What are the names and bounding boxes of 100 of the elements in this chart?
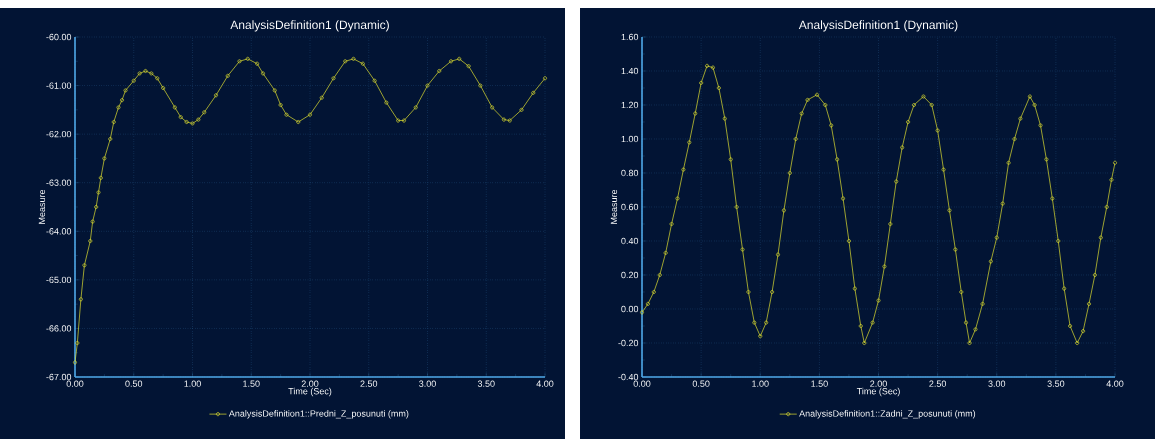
x-tick-label: 1.00 — [752, 380, 769, 387]
point — [102, 156, 107, 161]
legend-label: AnalysisDefinition1::Predni_Z_posunuti (mm) — [228, 410, 409, 419]
point — [137, 71, 142, 76]
y-tick-label: -0.40 — [618, 373, 639, 381]
x-tick-label: 2.50 — [929, 380, 947, 387]
y-tick-label: 1.00 — [621, 135, 639, 143]
x-axis-title: Time (Sec) — [856, 387, 900, 397]
point — [94, 205, 99, 209]
y-tick-label: -60.00 — [46, 33, 72, 41]
x-tick-label: 2.50 — [360, 380, 378, 387]
point — [466, 64, 471, 69]
point — [331, 76, 336, 81]
point — [384, 100, 389, 105]
point — [96, 190, 101, 195]
point — [278, 103, 283, 107]
point — [108, 137, 113, 141]
x-tick-label: 2.00 — [301, 380, 319, 387]
point — [178, 115, 183, 120]
x-tick-label: 0.50 — [125, 380, 143, 387]
x-tick-label: 3.00 — [419, 380, 436, 387]
point — [82, 263, 87, 268]
point — [457, 56, 462, 61]
point — [308, 112, 312, 117]
point — [75, 341, 80, 345]
point — [88, 239, 93, 243]
point — [143, 69, 148, 73]
point — [196, 117, 201, 122]
point — [98, 175, 103, 180]
point — [501, 117, 506, 122]
x-tick-label: 3.00 — [988, 380, 1006, 387]
point — [111, 120, 116, 124]
y-axis-title: Measure — [38, 189, 46, 224]
y-tick-label: 1.20 — [621, 101, 639, 109]
y-tick-label: 0.60 — [621, 203, 639, 211]
y-tick-label: 1.40 — [621, 67, 639, 75]
x-tick-label: 1.50 — [811, 380, 828, 387]
point — [413, 105, 418, 110]
x-tick-label: 4.00 — [536, 380, 554, 387]
point — [449, 59, 453, 64]
x-tick-label: 4.00 — [1106, 380, 1124, 387]
x-axis-title: Time (Sec) — [288, 387, 332, 397]
y-tick-label: 0.80 — [621, 169, 639, 177]
point — [284, 112, 289, 117]
y-tick-label: -62.00 — [46, 130, 72, 138]
point — [351, 56, 356, 61]
point — [372, 78, 377, 83]
point — [202, 110, 207, 115]
x-tick-label: 0.00 — [633, 380, 651, 387]
point — [478, 83, 483, 88]
legend-label: AnalysisDefinition1::Zadni_Z_posunuti (mm) — [799, 410, 976, 419]
y-tick-label: 0.00 — [621, 305, 639, 313]
point — [272, 88, 277, 93]
point — [190, 121, 195, 126]
x-tick-label: 2.00 — [870, 380, 887, 387]
y-tick-label: 0.40 — [621, 237, 639, 245]
y-tick-label: 1.60 — [621, 33, 639, 41]
y-tick-label: -64.00 — [46, 228, 72, 235]
x-tick-label: 1.50 — [243, 380, 260, 387]
point — [437, 69, 442, 73]
point — [296, 120, 301, 124]
point — [396, 118, 401, 123]
y-tick-label: 0.20 — [621, 271, 639, 279]
y-tick-label: -66.00 — [46, 325, 72, 332]
point — [507, 118, 512, 123]
x-tick-label: 0.00 — [66, 380, 84, 387]
point — [172, 105, 177, 110]
point — [261, 71, 265, 76]
point — [425, 83, 430, 88]
y-tick-label: -0.20 — [618, 339, 639, 347]
y-tick-label: -61.00 — [46, 82, 72, 89]
point — [519, 107, 524, 112]
chart-title: AnalysisDefinition1 (Dynamic) — [798, 20, 958, 32]
point — [155, 76, 160, 81]
point — [161, 86, 166, 90]
point — [78, 297, 83, 302]
point — [120, 98, 124, 103]
point — [402, 118, 406, 123]
point — [149, 71, 154, 76]
point — [360, 61, 365, 66]
x-tick-label: 3.50 — [477, 380, 495, 387]
chart-title: AnalysisDefinition1 (Dynamic) — [230, 20, 389, 32]
y-axis-title: Measure — [610, 189, 618, 224]
x-tick-label: 1.00 — [184, 380, 201, 387]
y-tick-label: -67.00 — [46, 373, 72, 381]
point — [123, 88, 128, 93]
point — [184, 120, 189, 124]
point — [225, 73, 230, 78]
point — [245, 56, 250, 61]
point — [343, 59, 348, 64]
point — [90, 219, 95, 224]
y-tick-label: -65.00 — [46, 276, 72, 284]
point — [237, 59, 242, 64]
point — [116, 105, 121, 110]
point — [531, 90, 536, 95]
point — [490, 105, 495, 110]
x-tick-label: 0.50 — [692, 380, 710, 387]
point — [131, 78, 136, 83]
y-tick-label: -63.00 — [46, 179, 72, 186]
point — [319, 95, 324, 100]
